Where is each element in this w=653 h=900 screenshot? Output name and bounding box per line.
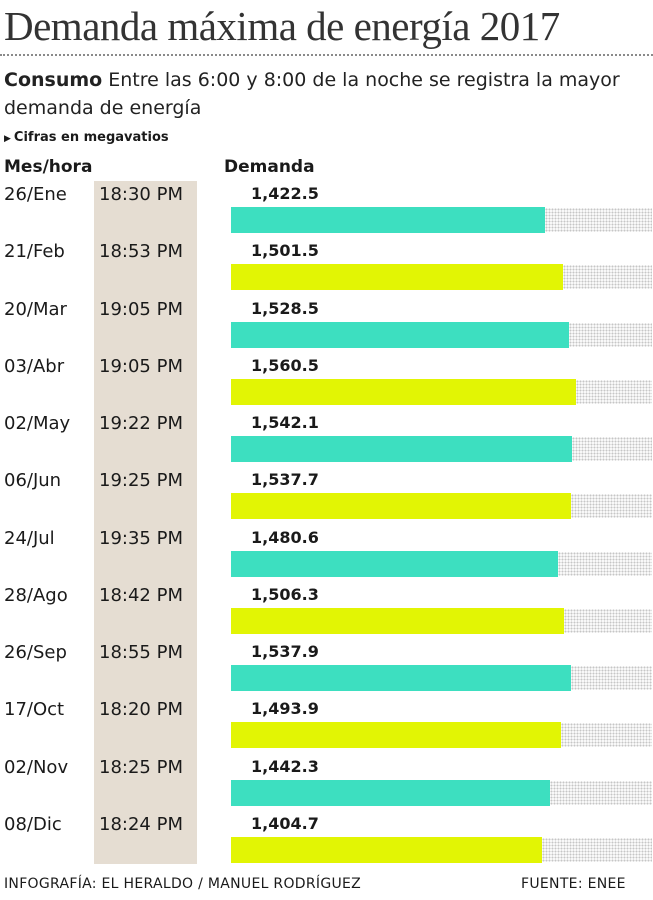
bar-track bbox=[576, 379, 652, 404]
time-label: 18:25 PM bbox=[99, 756, 183, 778]
value-label: 1,480.6 bbox=[251, 527, 319, 547]
demand-bar bbox=[231, 207, 546, 233]
bar-track bbox=[571, 437, 652, 461]
month-label: 02/Nov bbox=[4, 756, 69, 778]
title-divider bbox=[0, 54, 653, 57]
triangle-right-icon: ▶ bbox=[4, 134, 11, 144]
demand-bar bbox=[231, 607, 565, 634]
value-label: 1,493.9 bbox=[251, 699, 319, 719]
month-label: 03/Abr bbox=[4, 355, 65, 377]
demand-bar bbox=[231, 321, 569, 348]
bar-track bbox=[561, 723, 652, 748]
bar-track bbox=[571, 666, 652, 690]
month-label: 24/Jul bbox=[4, 527, 55, 549]
value-label: 1,506.3 bbox=[251, 584, 319, 604]
bar-track bbox=[541, 837, 652, 862]
month-label: 26/Ene bbox=[4, 184, 67, 205]
month-label: 21/Feb bbox=[4, 241, 65, 263]
value-label: 1,442.3 bbox=[251, 756, 319, 776]
value-label: 1,422.5 bbox=[251, 184, 319, 203]
header-demand: Demanda bbox=[224, 157, 315, 177]
bar-track bbox=[562, 265, 652, 290]
time-label: 18:20 PM bbox=[99, 699, 183, 721]
demand-bar bbox=[231, 493, 571, 520]
time-label: 18:55 PM bbox=[99, 642, 183, 663]
bar-track bbox=[549, 780, 652, 805]
value-label: 1,501.5 bbox=[251, 241, 319, 261]
subtitle: Consumo Entre las 6:00 y 8:00 de la noche… bbox=[4, 66, 644, 122]
value-label: 1,404.7 bbox=[251, 813, 319, 833]
bar-track bbox=[558, 551, 652, 576]
time-label: 19:22 PM bbox=[99, 413, 183, 434]
bar-track bbox=[568, 322, 652, 347]
bar-track bbox=[564, 608, 652, 633]
demand-bar bbox=[231, 378, 576, 405]
chart-title: Demanda máxima de energía 2017 bbox=[4, 3, 560, 49]
header-month-time: Mes/hora bbox=[4, 157, 93, 177]
bar-track bbox=[545, 208, 652, 232]
credit-line: INFOGRAFÍA: EL HERALDO / MANUEL RODRÍGUE… bbox=[4, 876, 362, 892]
value-label: 1,528.5 bbox=[251, 298, 319, 318]
value-label: 1,542.1 bbox=[251, 413, 319, 432]
subtitle-lead: Consumo bbox=[4, 69, 103, 91]
demand-bar bbox=[231, 665, 571, 691]
units-note-text: Cifras en megavatios bbox=[13, 130, 169, 145]
time-label: 19:25 PM bbox=[99, 470, 183, 492]
time-column-background bbox=[94, 181, 197, 864]
time-label: 19:35 PM bbox=[99, 527, 183, 549]
month-label: 06/Jun bbox=[4, 470, 62, 492]
month-label: 20/Mar bbox=[4, 298, 67, 320]
time-label: 18:30 PM bbox=[99, 184, 183, 205]
demand-bar bbox=[231, 836, 542, 863]
value-label: 1,537.9 bbox=[251, 642, 319, 661]
demand-bar bbox=[231, 264, 563, 291]
month-label: 17/Oct bbox=[4, 699, 65, 721]
time-label: 18:42 PM bbox=[99, 584, 183, 606]
time-label: 19:05 PM bbox=[99, 355, 183, 377]
month-label: 26/Sep bbox=[4, 642, 67, 663]
time-label: 18:24 PM bbox=[99, 813, 183, 835]
month-label: 02/May bbox=[4, 413, 71, 434]
demand-bar bbox=[231, 722, 562, 749]
value-label: 1,537.7 bbox=[251, 470, 319, 490]
demand-bar bbox=[231, 436, 572, 462]
bar-track bbox=[570, 494, 652, 519]
month-label: 28/Ago bbox=[4, 584, 68, 606]
subtitle-text: Entre las 6:00 y 8:00 de la noche se reg… bbox=[4, 69, 620, 119]
demand-bar bbox=[231, 779, 550, 806]
source-line: FUENTE: ENEE bbox=[521, 876, 626, 892]
time-label: 18:53 PM bbox=[99, 241, 183, 263]
value-label: 1,560.5 bbox=[251, 355, 319, 375]
units-note: ▶ Cifras en megavatios bbox=[4, 130, 169, 145]
demand-bar bbox=[231, 550, 559, 577]
month-label: 08/Dic bbox=[4, 813, 62, 835]
time-label: 19:05 PM bbox=[99, 298, 183, 320]
